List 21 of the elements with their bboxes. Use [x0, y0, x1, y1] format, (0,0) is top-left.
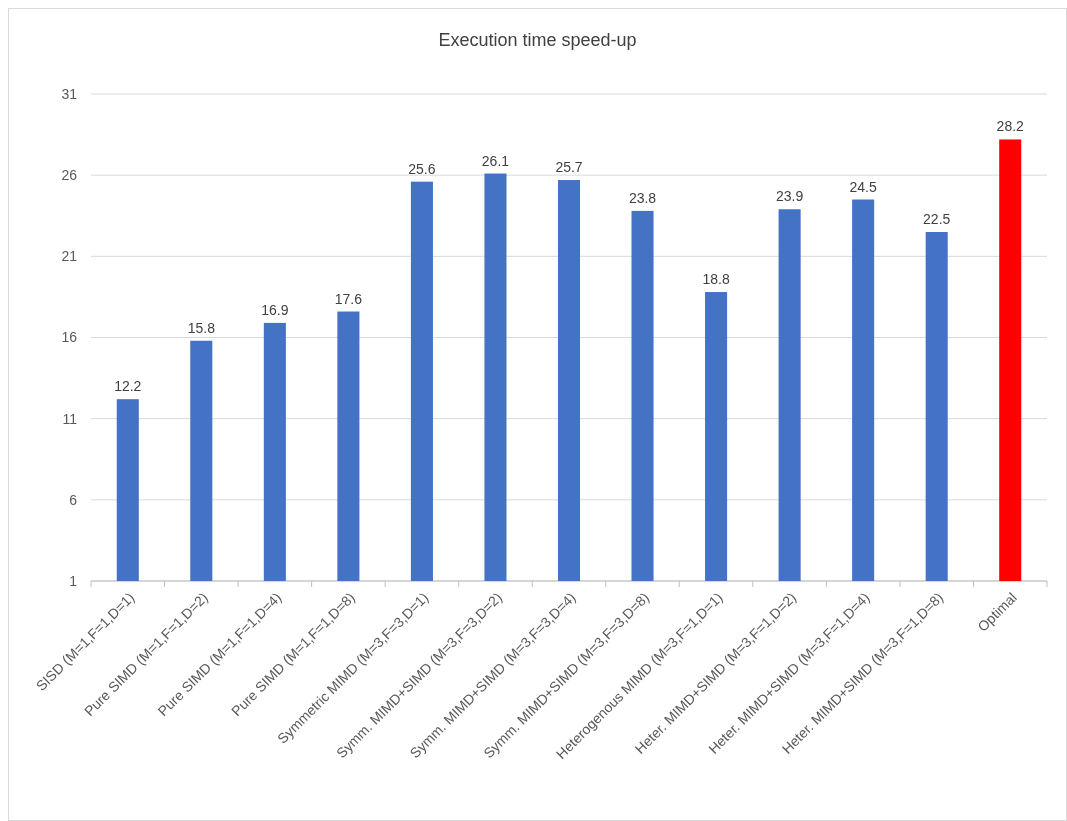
data-label: 23.9 — [775, 188, 804, 205]
data-label: 25.7 — [555, 159, 583, 176]
y-tick-label: 1 — [69, 572, 78, 589]
data-label: 24.5 — [849, 178, 877, 195]
y-tick-label: 21 — [61, 248, 78, 265]
y-tick-label: 6 — [69, 491, 78, 508]
data-label: 16.9 — [261, 301, 289, 318]
y-tick-label: 31 — [61, 85, 78, 102]
data-label: 22.5 — [923, 210, 951, 227]
data-label: 26.1 — [481, 152, 510, 169]
y-tick-label: 11 — [62, 410, 78, 427]
data-label: 28.2 — [996, 118, 1025, 135]
data-label: 25.6 — [408, 160, 436, 177]
data-label: 15.8 — [187, 319, 216, 336]
data-label: 17.6 — [334, 290, 363, 307]
y-tick-label: 16 — [61, 329, 78, 346]
data-label: 18.8 — [702, 271, 730, 288]
data-label: 12.2 — [114, 378, 142, 395]
y-tick-label: 26 — [61, 167, 78, 184]
data-label: 23.8 — [628, 189, 657, 206]
chart-title: Execution time speed-up — [438, 30, 637, 50]
